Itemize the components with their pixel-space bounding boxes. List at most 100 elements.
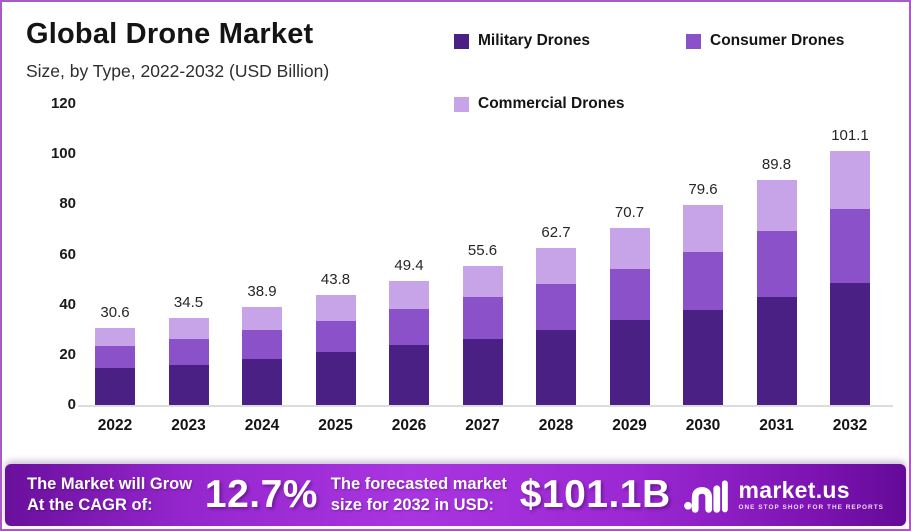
x-axis-label: 2024 <box>244 417 280 434</box>
y-axis-label: 0 <box>67 396 76 413</box>
commercial-drones-segment <box>168 318 209 339</box>
bar-value-label: 101.1 <box>831 127 869 145</box>
bar-value-label: 70.7 <box>614 203 645 221</box>
bar-2031: 89.8 2031 <box>756 156 797 434</box>
bar-2024: 38.9 2024 <box>242 283 282 434</box>
consumer-drones-segment <box>315 320 356 352</box>
forecast-label-line2: size for 2032 in USD: <box>330 496 495 514</box>
y-axis-label: 20 <box>59 345 76 363</box>
bar-value-label: 49.4 <box>394 257 424 275</box>
bar-2027: 55.6 2027 <box>462 242 503 434</box>
x-axis-label: 2030 <box>685 417 721 434</box>
bar-2028: 62.7 2028 <box>536 224 576 434</box>
bar-2022: 30.6 2022 <box>95 304 135 434</box>
bar-value-label: 62.7 <box>541 223 571 241</box>
commercial-swatch-icon <box>454 96 469 112</box>
legend-item-commercial: Commercial Drones <box>454 95 624 113</box>
y-axis-label: 80 <box>59 195 76 213</box>
x-axis-label: 2031 <box>759 417 794 434</box>
military-drones-segment <box>830 282 870 405</box>
y-axis-label: 60 <box>59 245 76 263</box>
logo-tagline: ONE STOP SHOP FOR THE REPORTS <box>738 503 884 511</box>
commercial-drones-segment <box>683 205 723 252</box>
y-axis-label: 120 <box>50 95 76 112</box>
commercial-drones-segment <box>609 227 650 270</box>
consumer-drones-segment <box>168 338 209 365</box>
chart-legend: Military Drones Consumer Drones Commerci… <box>454 30 904 120</box>
cagr-label: The Market will Grow At the CAGR of: <box>27 474 192 516</box>
x-axis-label: 2022 <box>97 417 133 434</box>
military-drones-segment <box>168 364 209 405</box>
cagr-value: 12.7% <box>204 473 318 516</box>
bar-value-label: 79.6 <box>688 181 718 199</box>
forecast-label: The forecasted market size for 2032 in U… <box>331 474 507 516</box>
consumer-drones-segment <box>756 231 797 297</box>
legend-item-consumer: Consumer Drones <box>686 32 844 50</box>
x-axis-label: 2025 <box>318 417 353 434</box>
x-axis-label: 2028 <box>538 417 574 434</box>
y-axis-label: 100 <box>50 145 76 163</box>
consumer-swatch-icon <box>686 33 701 49</box>
consumer-drones-segment <box>95 346 135 369</box>
commercial-drones-segment <box>95 328 135 347</box>
commercial-drones-segment <box>756 179 797 232</box>
consumer-drones-segment <box>830 209 870 283</box>
bar-2026: 49.4 2026 <box>389 257 429 434</box>
forecast-value: $101.1B <box>519 473 671 516</box>
x-axis-label: 2026 <box>391 417 427 434</box>
bar-value-label: 89.8 <box>761 155 792 173</box>
bar-value-label: 34.5 <box>173 294 204 312</box>
x-axis-label: 2032 <box>832 417 868 434</box>
consumer-drones-segment <box>462 297 503 339</box>
military-drones-segment <box>683 309 723 405</box>
bar-value-label: 55.6 <box>467 241 498 259</box>
consumer-drones-segment <box>242 330 282 359</box>
military-drones-segment <box>756 296 797 405</box>
military-swatch-icon <box>454 33 469 49</box>
military-drones-segment <box>389 345 429 405</box>
page-subtitle: Size, by Type, 2022-2032 (USD Billion) <box>26 61 330 81</box>
page-title: Global Drone Market <box>26 18 314 50</box>
bar-2032: 101.1 2032 <box>830 127 870 434</box>
bars: 30.6 2022 34.5 2023 38.9 2024 43.8 2025 49.4 2026… <box>95 127 870 434</box>
consumer-drones-segment <box>536 284 576 330</box>
x-axis-label: 2027 <box>465 417 500 434</box>
military-drones-segment <box>536 329 576 405</box>
bar-2025: 43.8 2025 <box>315 271 356 434</box>
bar-2029: 70.7 2029 <box>609 204 650 434</box>
bar-value-label: 38.9 <box>247 283 277 301</box>
commercial-drones-segment <box>389 281 429 310</box>
bar-value-label: 30.6 <box>100 304 130 322</box>
legend-item-military: Military Drones <box>454 32 590 50</box>
consumer-drones-segment <box>683 251 723 310</box>
cagr-label-line1: The Market will Grow <box>27 474 193 493</box>
legend-label: Consumer Drones <box>710 32 845 49</box>
bar-value-label: 43.8 <box>320 271 351 289</box>
x-axis-line <box>78 405 893 407</box>
commercial-drones-segment <box>242 307 282 331</box>
commercial-drones-segment <box>462 265 503 298</box>
consumer-drones-segment <box>609 269 650 320</box>
stats-banner: The Market will Grow At the CAGR of: 12.… <box>5 464 906 526</box>
logo-text: market.us <box>738 476 850 503</box>
military-drones-segment <box>242 358 282 405</box>
x-axis-label: 2023 <box>171 417 206 434</box>
marketus-logo-icon <box>684 480 729 513</box>
forecast-label-line1: The forecasted market <box>330 474 507 493</box>
military-drones-segment <box>462 338 503 405</box>
military-drones-segment <box>95 368 135 405</box>
commercial-drones-segment <box>315 295 356 321</box>
commercial-drones-segment <box>830 151 870 210</box>
x-axis-label: 2029 <box>612 417 647 434</box>
cagr-label-line2: At the CAGR of: <box>27 496 153 514</box>
marketus-logo: market.us ONE STOP SHOP FOR THE REPORTS <box>683 477 884 513</box>
legend-label: Commercial Drones <box>478 95 625 112</box>
legend-label: Military Drones <box>478 32 590 49</box>
consumer-drones-segment <box>389 309 429 346</box>
bar-2030: 79.6 2030 <box>683 181 723 434</box>
military-drones-segment <box>609 319 650 405</box>
y-axis-label: 40 <box>59 295 76 313</box>
military-drones-segment <box>315 351 356 405</box>
bar-2023: 34.5 2023 <box>168 294 209 434</box>
